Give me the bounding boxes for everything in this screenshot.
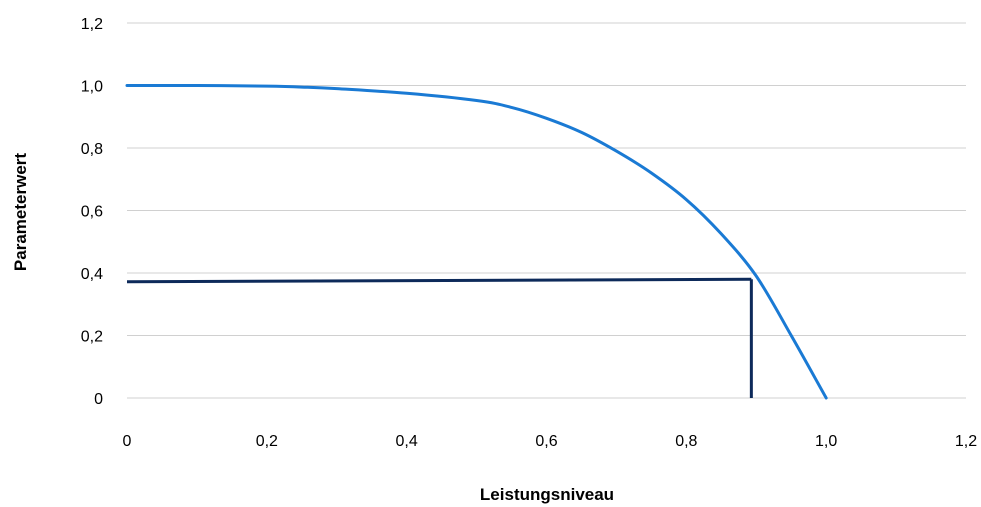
y-tick-label: 1,2	[81, 16, 103, 33]
x-tick-labels: 0 0,2 0,4 0,6 0,8 1,0 1,2	[123, 433, 978, 450]
x-axis-title: Leistungsniveau	[480, 485, 614, 504]
x-tick-label: 1,0	[815, 433, 837, 450]
x-tick-label: 0,2	[256, 433, 278, 450]
x-tick-label: 0,8	[675, 433, 697, 450]
y-axis-title: Parameterwert	[11, 153, 30, 271]
y-tick-labels: 0 0,2 0,4 0,6 0,8 1,0 1,2	[81, 16, 103, 408]
x-tick-label: 0,6	[535, 433, 557, 450]
y-tick-label: 0,8	[81, 141, 103, 158]
series-line	[125, 83, 828, 400]
y-tick-label: 0,2	[81, 329, 103, 346]
series-group	[125, 83, 828, 400]
grid-lines	[127, 22, 966, 399]
y-tick-label: 0,6	[81, 204, 103, 221]
y-tick-label: 0,4	[81, 266, 103, 283]
marker-horizontal-line	[126, 277, 752, 284]
marker-lines	[126, 277, 753, 398]
y-tick-label: 0	[94, 391, 103, 408]
x-tick-label: 0,4	[396, 433, 418, 450]
x-tick-label: 1,2	[955, 433, 977, 450]
x-tick-label: 0	[123, 433, 132, 450]
y-tick-label: 1,0	[81, 79, 103, 96]
